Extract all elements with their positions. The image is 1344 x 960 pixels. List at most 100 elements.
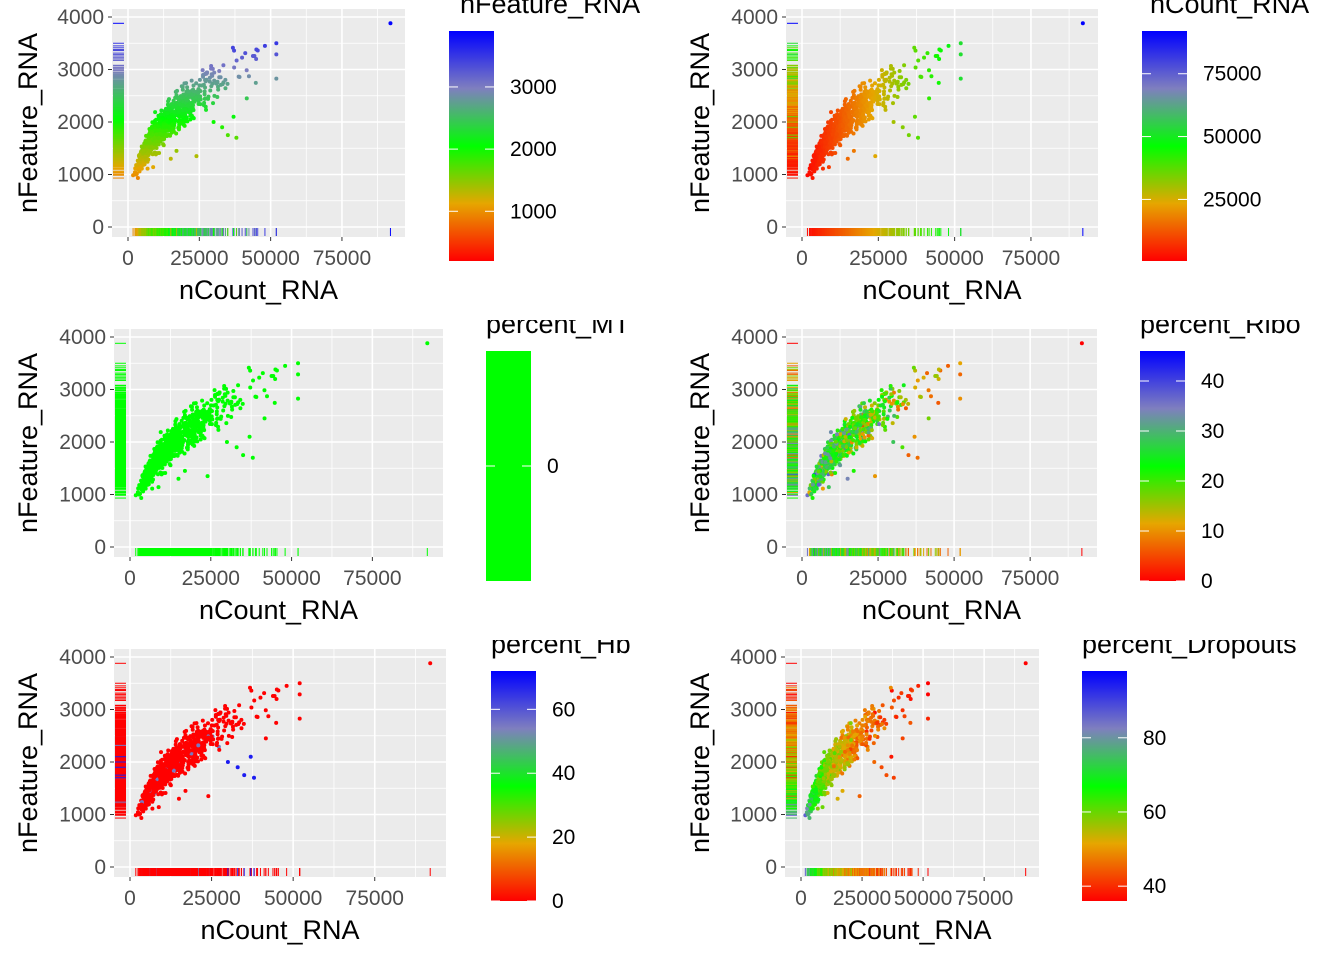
- data-point: [171, 104, 176, 109]
- data-point: [177, 109, 182, 114]
- data-point: [174, 148, 179, 153]
- data-point: [215, 84, 220, 89]
- plot-area: 0 25000 50000 7500001000200030004000nCount_…: [685, 6, 1098, 305]
- data-point: [153, 110, 158, 115]
- data-point: [153, 118, 158, 123]
- data-point: [160, 129, 165, 134]
- data-point: [155, 128, 160, 133]
- data-point: [191, 89, 196, 94]
- data-point: [184, 81, 189, 86]
- data-point: [872, 81, 877, 86]
- data-point: [190, 102, 195, 107]
- data-point: [206, 96, 211, 101]
- data-point: [185, 103, 190, 108]
- data-point: [161, 143, 166, 148]
- data-point: [243, 51, 248, 56]
- data-point: [181, 95, 186, 100]
- data-point: [138, 166, 143, 171]
- data-point: [147, 140, 152, 145]
- data-point: [141, 149, 146, 154]
- data-point: [202, 92, 207, 97]
- x-tick-label: 75000: [313, 247, 371, 270]
- data-point: [199, 83, 204, 88]
- colorbar: [449, 31, 494, 261]
- data-point: [180, 121, 185, 126]
- data-point: [237, 74, 242, 79]
- data-point: [958, 76, 963, 81]
- data-point: [209, 63, 214, 68]
- x-axis-title: nCount_RNA: [179, 275, 338, 305]
- data-point: [167, 97, 172, 102]
- data-point: [173, 95, 178, 100]
- data-point: [184, 98, 189, 103]
- data-point: [221, 63, 226, 68]
- data-point: [151, 165, 156, 170]
- data-point: [197, 77, 202, 82]
- data-point: [191, 83, 196, 88]
- data-point: [225, 133, 230, 138]
- data-point: [211, 101, 216, 106]
- data-point: [927, 68, 932, 73]
- data-point: [882, 89, 887, 94]
- data-point: [164, 128, 169, 133]
- data-point: [167, 107, 172, 112]
- data-point: [820, 166, 825, 171]
- data-point: [153, 139, 158, 144]
- data-point: [165, 133, 170, 138]
- data-point: [133, 166, 138, 171]
- data-point: [805, 173, 810, 178]
- data-point: [183, 112, 188, 117]
- data-point: [244, 68, 249, 73]
- data-point: [145, 166, 150, 171]
- y-tick-label: 3000: [57, 59, 104, 82]
- data-point: [156, 115, 161, 120]
- data-point: [246, 74, 251, 79]
- data-point: [218, 75, 223, 80]
- legend: nFeature_RNA 1000 2000 3000: [449, 0, 640, 261]
- data-point: [225, 81, 230, 86]
- data-point: [152, 136, 157, 141]
- chart-panel-nfeature: 0 25000 50000 75000 0 1000 2000 3000 4000 nCount_…: [13, 0, 640, 305]
- data-point: [137, 157, 142, 162]
- colorbar-tick-label: 1000: [510, 200, 557, 223]
- data-point: [899, 75, 904, 80]
- data-point: [180, 84, 185, 89]
- data-point: [168, 156, 173, 161]
- data-point: [188, 113, 193, 118]
- data-point: [197, 94, 202, 99]
- data-point: [203, 79, 208, 84]
- data-point: [198, 102, 203, 107]
- data-point: [185, 85, 190, 90]
- chart-panel-ncount: 0 25000 50000 7500001000200030004000nCount_…: [685, 0, 1309, 305]
- data-point: [223, 86, 228, 91]
- data-point: [151, 145, 156, 150]
- data-point: [958, 52, 963, 57]
- data-point: [200, 68, 205, 73]
- data-point: [207, 79, 212, 84]
- data-point: [160, 137, 165, 142]
- colorbar-tick-label: 2000: [510, 138, 557, 161]
- data-point: [136, 153, 141, 158]
- data-point: [232, 65, 237, 70]
- data-point: [154, 132, 159, 137]
- data-point: [202, 100, 207, 105]
- data-point: [890, 101, 895, 106]
- x-tick-label: 25000: [170, 247, 228, 270]
- data-point: [175, 88, 180, 93]
- data-point: [177, 125, 182, 130]
- data-point: [159, 108, 164, 113]
- data-point: [175, 106, 180, 111]
- data-point: [216, 87, 221, 92]
- data-point: [185, 119, 190, 124]
- data-point: [234, 135, 239, 140]
- data-point: [196, 90, 201, 95]
- plot-area: 0 25000 50000 7500001000200030004000nCount_…: [13, 6, 405, 305]
- data-point: [234, 58, 239, 63]
- data-point: [190, 92, 195, 97]
- data-point: [253, 80, 258, 85]
- data-point: [180, 103, 185, 108]
- data-point: [262, 43, 267, 48]
- data-point: [220, 82, 225, 87]
- data-point: [231, 114, 236, 119]
- data-point: [215, 80, 220, 85]
